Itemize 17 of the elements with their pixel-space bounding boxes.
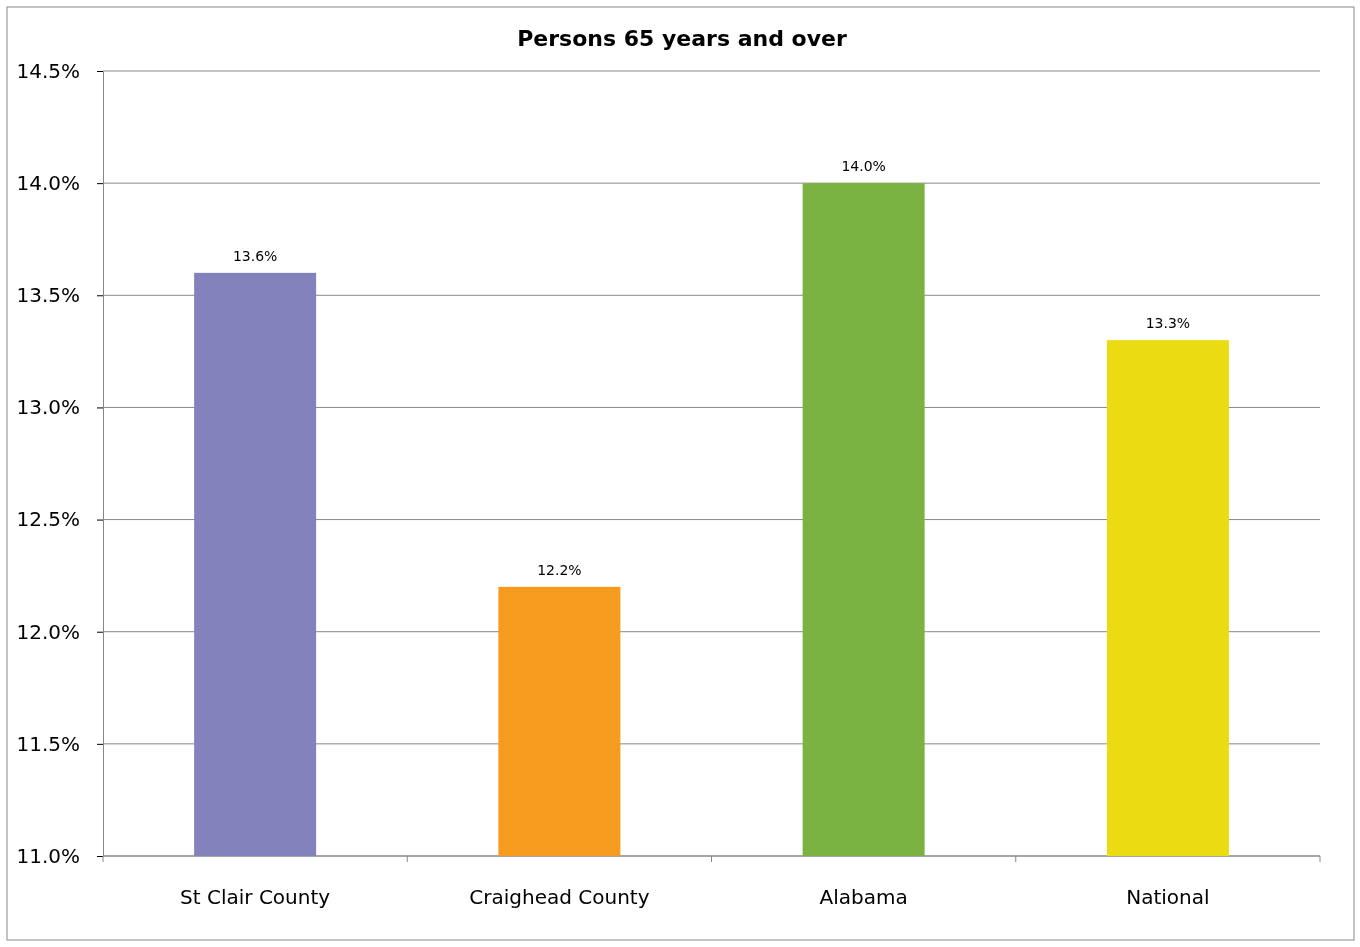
y-tick-label: 14.0% bbox=[16, 171, 80, 196]
y-tick-label: 13.0% bbox=[16, 395, 80, 420]
data-label: 12.2% bbox=[537, 561, 582, 578]
data-label: 13.6% bbox=[232, 247, 278, 264]
x-tick-label: Craighead County bbox=[469, 885, 650, 909]
chart-title: Persons 65 years and over bbox=[517, 26, 847, 51]
y-tick-label: 11.5% bbox=[16, 731, 80, 756]
x-tick-label: Alabama bbox=[819, 885, 908, 909]
x-tick-label: St Clair County bbox=[180, 885, 331, 909]
y-tick-label: 11.0% bbox=[16, 843, 80, 868]
y-tick-label: 12.0% bbox=[16, 619, 80, 644]
data-label: 13.3% bbox=[1145, 315, 1191, 332]
y-tick-label: 12.5% bbox=[16, 507, 80, 532]
data-label: 14.0% bbox=[841, 158, 886, 175]
x-tick-label: National bbox=[1126, 885, 1210, 909]
y-tick-label: 14.5% bbox=[16, 58, 80, 83]
y-tick-label: 13.5% bbox=[16, 283, 80, 308]
